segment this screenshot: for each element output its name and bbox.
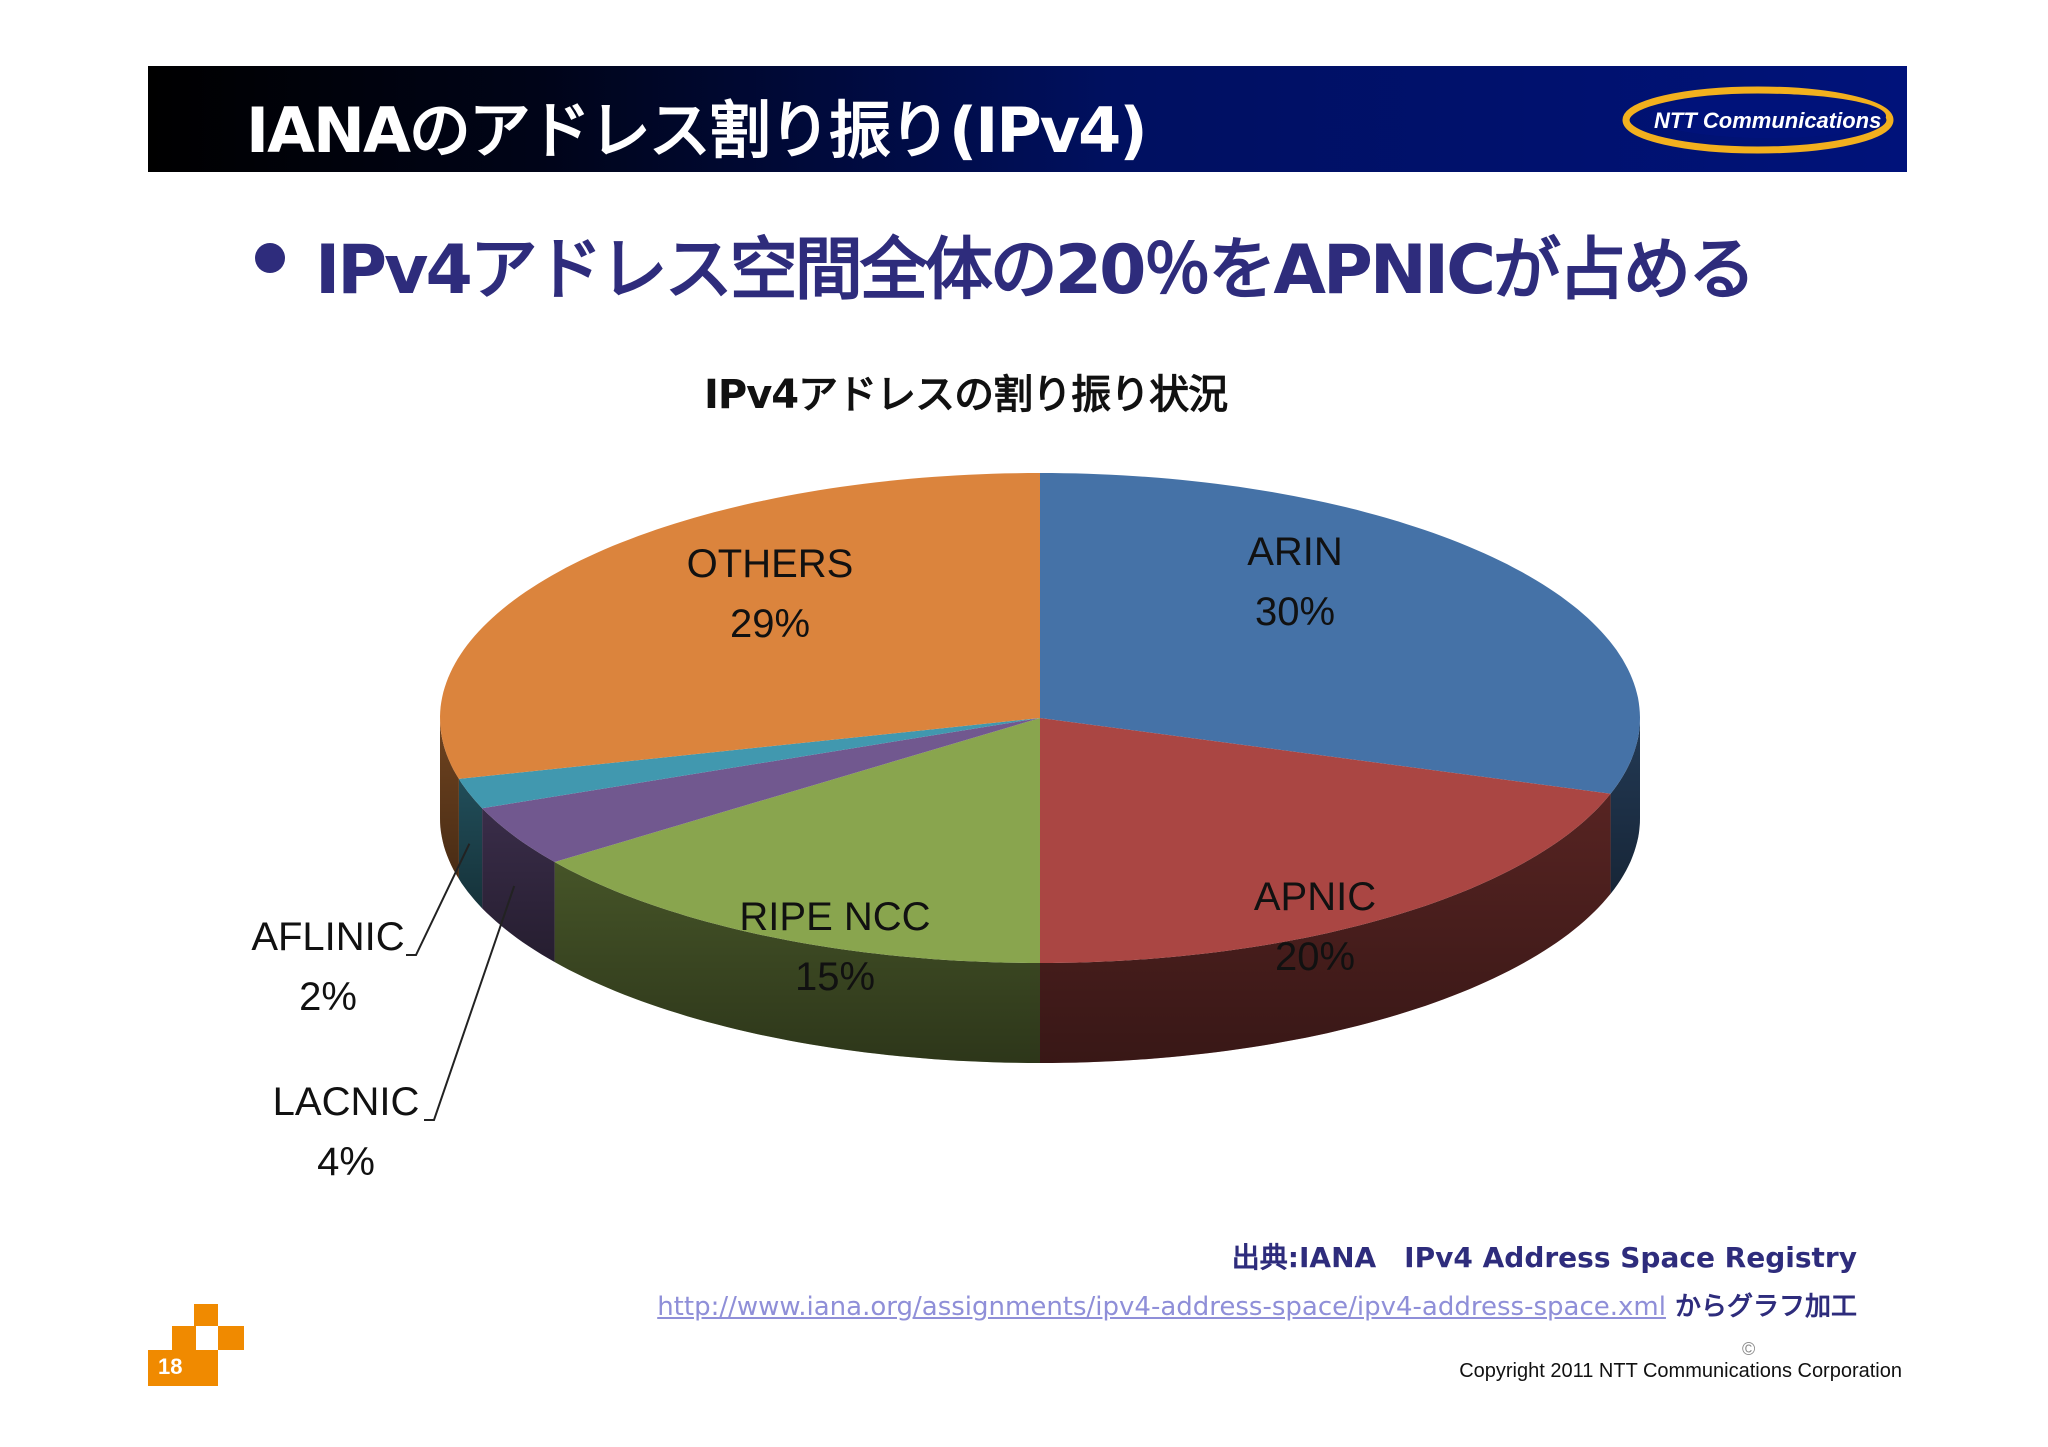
pie-value-ripe-ncc: 15% bbox=[795, 955, 875, 999]
slide-title: IANAのアドレス割り振り(IPv4) bbox=[246, 94, 1148, 167]
source-citation: 出典:IANA IPv4 Address Space Registry bbox=[1231, 1241, 1857, 1274]
pie-side-shade-arin bbox=[1610, 718, 1640, 894]
pie-slice-lacnic bbox=[482, 718, 1041, 862]
pie-value-lacnic: 4% bbox=[317, 1140, 375, 1184]
copyright-symbol: © bbox=[1742, 1339, 1756, 1359]
page-mark-icon bbox=[148, 1304, 244, 1386]
pie-label-aflinic: AFLINIC bbox=[251, 915, 404, 959]
pie-value-apnic: 20% bbox=[1275, 935, 1355, 979]
pie-side-shade-aflinic bbox=[458, 778, 483, 909]
pie-slice-others bbox=[440, 473, 1040, 779]
pie-value-others: 29% bbox=[730, 602, 810, 646]
slide-header: IANAのアドレス割り振り(IPv4) NTT Communications bbox=[148, 66, 1907, 172]
pie-value-aflinic: 2% bbox=[299, 975, 357, 1019]
pie-side-shade-lacnic bbox=[482, 808, 555, 962]
pie-side-shade-ripe-ncc bbox=[554, 862, 1040, 1063]
chart-title: IPv4アドレスの割り振り状況 bbox=[704, 372, 1228, 418]
pie-sides bbox=[440, 718, 1640, 1063]
bullet-dot bbox=[255, 243, 285, 273]
pie-labels: ARIN 30% APNIC 20% RIPE NCC 15% LACNIC 4% AFLINI… bbox=[251, 530, 1376, 1184]
pie-leaders bbox=[406, 843, 516, 1121]
pie-label-apnic: APNIC bbox=[1254, 875, 1376, 919]
source-suffix: からグラフ加工 bbox=[1665, 1292, 1857, 1322]
pie-slice-ripe-ncc bbox=[554, 718, 1040, 963]
source-url-line: http://www.iana.org/assignments/ipv4-add… bbox=[657, 1286, 1857, 1323]
pie-tops bbox=[440, 473, 1640, 963]
pie-label-lacnic: LACNIC bbox=[273, 1080, 420, 1124]
source-url-link[interactable]: http://www.iana.org/assignments/ipv4-add… bbox=[657, 1292, 1666, 1322]
ntt-communications-logo: NTT Communications bbox=[1622, 86, 1894, 154]
pie-slice-aflinic bbox=[458, 718, 1040, 809]
page-number: 18 bbox=[158, 1354, 183, 1379]
pie-label-arin: ARIN bbox=[1247, 530, 1343, 574]
pie-value-arin: 30% bbox=[1255, 590, 1335, 634]
pie-side-shade-others bbox=[440, 718, 459, 879]
pie-slice-arin bbox=[1040, 473, 1640, 794]
pie-label-ripe-ncc: RIPE NCC bbox=[739, 895, 930, 939]
pie-side-shade-apnic bbox=[1040, 793, 1611, 1063]
pie-label-others: OTHERS bbox=[687, 542, 854, 586]
pie-slice-apnic bbox=[1040, 718, 1611, 963]
logo-text: NTT Communications bbox=[1654, 108, 1881, 133]
copyright-text: Copyright 2011 NTT Communications Corpor… bbox=[1459, 1360, 1902, 1382]
pie-leader-aflinic bbox=[406, 843, 471, 956]
pie-leader-lacnic bbox=[424, 885, 516, 1121]
headline-bullet: IPv4アドレス空間全体の20％をAPNICが占める bbox=[315, 231, 1756, 310]
